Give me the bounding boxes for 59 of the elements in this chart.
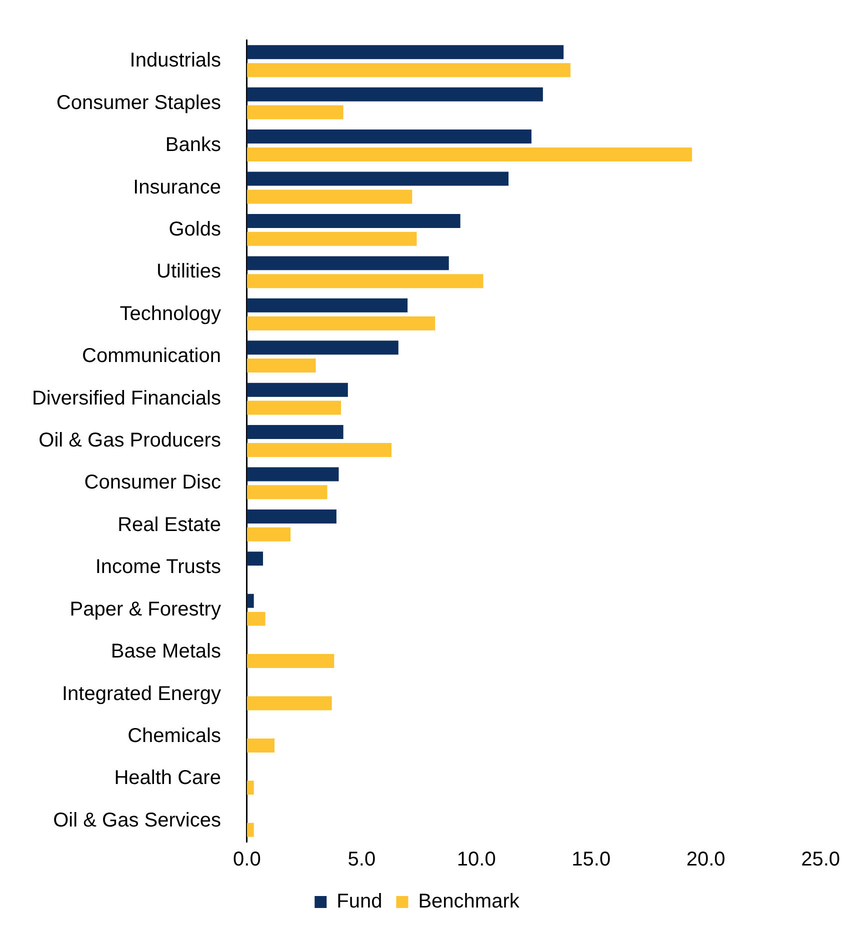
bar [246,509,336,524]
bar [246,485,328,500]
y-tick-label: Consumer Disc [84,472,221,494]
legend-label: Fund [336,890,382,913]
y-tick-label: Health Care [114,767,221,790]
x-tick-label: 15.0 [572,848,611,871]
bar [246,87,543,102]
y-tick-label: Paper & Forestry [70,598,221,620]
bar [246,148,692,162]
x-tick-label: 10.0 [456,848,496,871]
bar [246,340,398,355]
y-tick-label: Base Metals [110,640,221,663]
y-tick-label: Oil & Gas Services [53,809,221,832]
bar [246,105,344,120]
bar [246,256,449,270]
bar [246,442,392,457]
y-tick-label: Real Estate [118,514,221,536]
bar [246,425,344,440]
legend-label: Benchmark [418,890,520,913]
y-tick-label: Income Trusts [95,556,221,578]
y-tick-label: Insurance [133,176,221,198]
y-tick-label: Integrated Energy [62,682,221,705]
bar [246,45,564,60]
bar [246,382,348,397]
bar [246,696,332,710]
bar [246,190,412,204]
x-tick-label: 5.0 [348,848,376,871]
bar [246,594,254,608]
x-tick-label: 20.0 [686,848,726,871]
x-tick-label: 25.0 [801,848,840,871]
bar [246,316,436,330]
bar [246,63,570,78]
bar [246,214,460,228]
y-tick-label: Banks [165,134,221,156]
y-tick-label: Communication [82,345,221,368]
bar [246,400,342,415]
x-tick-label: 0.0 [233,848,261,871]
y-tick-label: Chemicals [128,724,221,747]
bar [246,654,334,668]
y-tick-label: Oil & Gas Producers [38,430,221,452]
y-tick-label: Utilities [156,260,221,283]
bar [246,738,274,752]
bar [246,467,339,482]
y-tick-label: Golds [168,218,221,240]
bar [246,298,408,312]
y-tick-label: Diversified Financials [32,387,221,410]
y-tick-label: Industrials [130,50,221,72]
bar [246,274,484,288]
bar [246,822,254,837]
y-tick-label: Consumer Staples [56,92,221,114]
y-tick-label: Technology [120,302,221,325]
bar [246,552,264,566]
bar [246,130,532,144]
bar [246,527,291,542]
bar [246,780,254,795]
bar [246,358,316,373]
bar [246,612,266,626]
bar [246,232,417,246]
bar [246,172,509,186]
